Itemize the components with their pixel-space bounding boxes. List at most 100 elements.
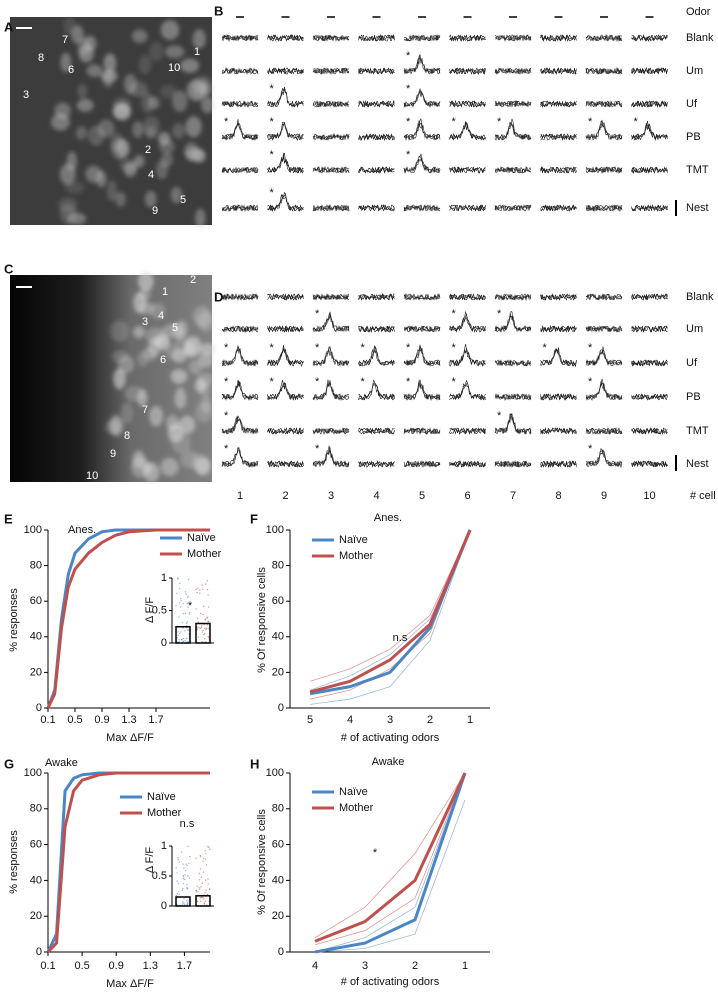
trace	[358, 427, 395, 435]
cell-body	[59, 203, 77, 225]
series-line	[309, 529, 472, 694]
trace	[221, 100, 259, 108]
inset-dot	[195, 608, 197, 610]
inset-dot	[183, 898, 185, 900]
inset-dot	[205, 852, 207, 855]
inset-dot	[201, 631, 204, 633]
x-tick-label: 2	[412, 960, 418, 972]
y-tick-label: 80	[272, 803, 284, 815]
inset-dot	[199, 627, 201, 630]
legend-label: Naïve	[187, 532, 216, 544]
inset-dot	[207, 606, 210, 608]
y-tick-label: 80	[30, 803, 42, 815]
response-marker: *	[361, 342, 366, 354]
trace	[631, 325, 668, 333]
response-marker: *	[588, 116, 593, 128]
trace	[267, 460, 304, 468]
cell-body	[106, 180, 118, 202]
trace	[267, 293, 304, 301]
inset-dot	[178, 602, 181, 604]
cell-body	[124, 386, 145, 402]
inset-dot	[203, 857, 205, 860]
inset-dot	[178, 638, 180, 641]
trace	[358, 101, 395, 107]
inset-dot	[206, 617, 208, 619]
y-tick-label: 0	[36, 946, 42, 958]
response-marker: *	[497, 116, 502, 128]
response-marker: *	[452, 376, 457, 388]
y-tick-label: 100	[24, 524, 42, 536]
x-tick-label: 4	[347, 714, 353, 726]
trace	[494, 293, 532, 302]
trace	[585, 427, 623, 435]
trace	[494, 413, 532, 435]
trace	[449, 347, 486, 367]
trace	[449, 166, 486, 174]
y-axis-label: % responses	[8, 830, 20, 894]
inset-dot	[187, 629, 190, 632]
legend-label: Mother	[187, 548, 222, 560]
inset-dot	[202, 613, 204, 616]
y-tick-label: 60	[272, 839, 284, 851]
inset-dot	[205, 627, 207, 630]
cell-number: 1	[237, 490, 243, 502]
trace	[267, 347, 304, 366]
inset-dot	[204, 850, 206, 852]
cell-number: 4	[158, 310, 164, 322]
trace	[449, 343, 486, 367]
cell-body	[188, 359, 203, 374]
trace	[540, 67, 577, 75]
trace	[540, 34, 577, 43]
cell-number: 10	[643, 490, 655, 502]
trace	[267, 379, 304, 401]
trace	[358, 325, 395, 333]
odor-label: TMT	[686, 425, 709, 437]
inset-dot	[181, 889, 184, 891]
inset-dot	[182, 883, 185, 885]
y-axis-label: % responses	[8, 588, 20, 652]
trace	[403, 382, 441, 401]
odor-label: Um	[686, 323, 703, 335]
x-tick-label: 1.7	[177, 960, 192, 972]
cell-body	[195, 401, 213, 423]
odor-label: Nest	[686, 202, 709, 214]
y-tick-label: 100	[24, 767, 42, 779]
trace	[221, 380, 259, 401]
y-tick-label: 20	[30, 666, 42, 678]
trace	[494, 359, 532, 367]
trace	[267, 427, 304, 435]
trace	[585, 293, 623, 301]
inset-tick-label: 0.5	[152, 604, 167, 616]
inset-dot	[186, 621, 189, 623]
annotation: n.s	[393, 632, 408, 644]
cell-body	[201, 96, 215, 114]
cell-body	[198, 352, 214, 368]
x-tick-label: 0.9	[94, 714, 109, 726]
inset-dot	[176, 592, 178, 595]
trace	[403, 325, 441, 333]
inset-dot	[182, 877, 185, 880]
cell-number: 4	[148, 169, 154, 181]
inset-dot	[198, 626, 200, 629]
trace	[403, 204, 441, 212]
trace	[631, 293, 668, 300]
cell-number: 8	[124, 430, 130, 442]
trace	[358, 100, 395, 108]
cell-number: 7	[142, 404, 148, 416]
y-tick-label: 20	[272, 910, 284, 922]
cell-number: 10	[86, 470, 98, 482]
inset-dot	[177, 859, 179, 861]
trace	[494, 359, 532, 367]
cell-body	[147, 96, 160, 110]
response-marker: *	[406, 116, 411, 128]
annotation: *	[373, 847, 378, 859]
trace	[358, 133, 395, 142]
cell-number: 1	[194, 46, 200, 58]
cell-number: 8	[555, 490, 561, 502]
trace	[585, 427, 623, 435]
trace	[403, 120, 441, 141]
inset-dot	[202, 898, 205, 900]
trace	[358, 34, 395, 42]
trace	[221, 447, 259, 469]
cell-body	[160, 19, 180, 40]
